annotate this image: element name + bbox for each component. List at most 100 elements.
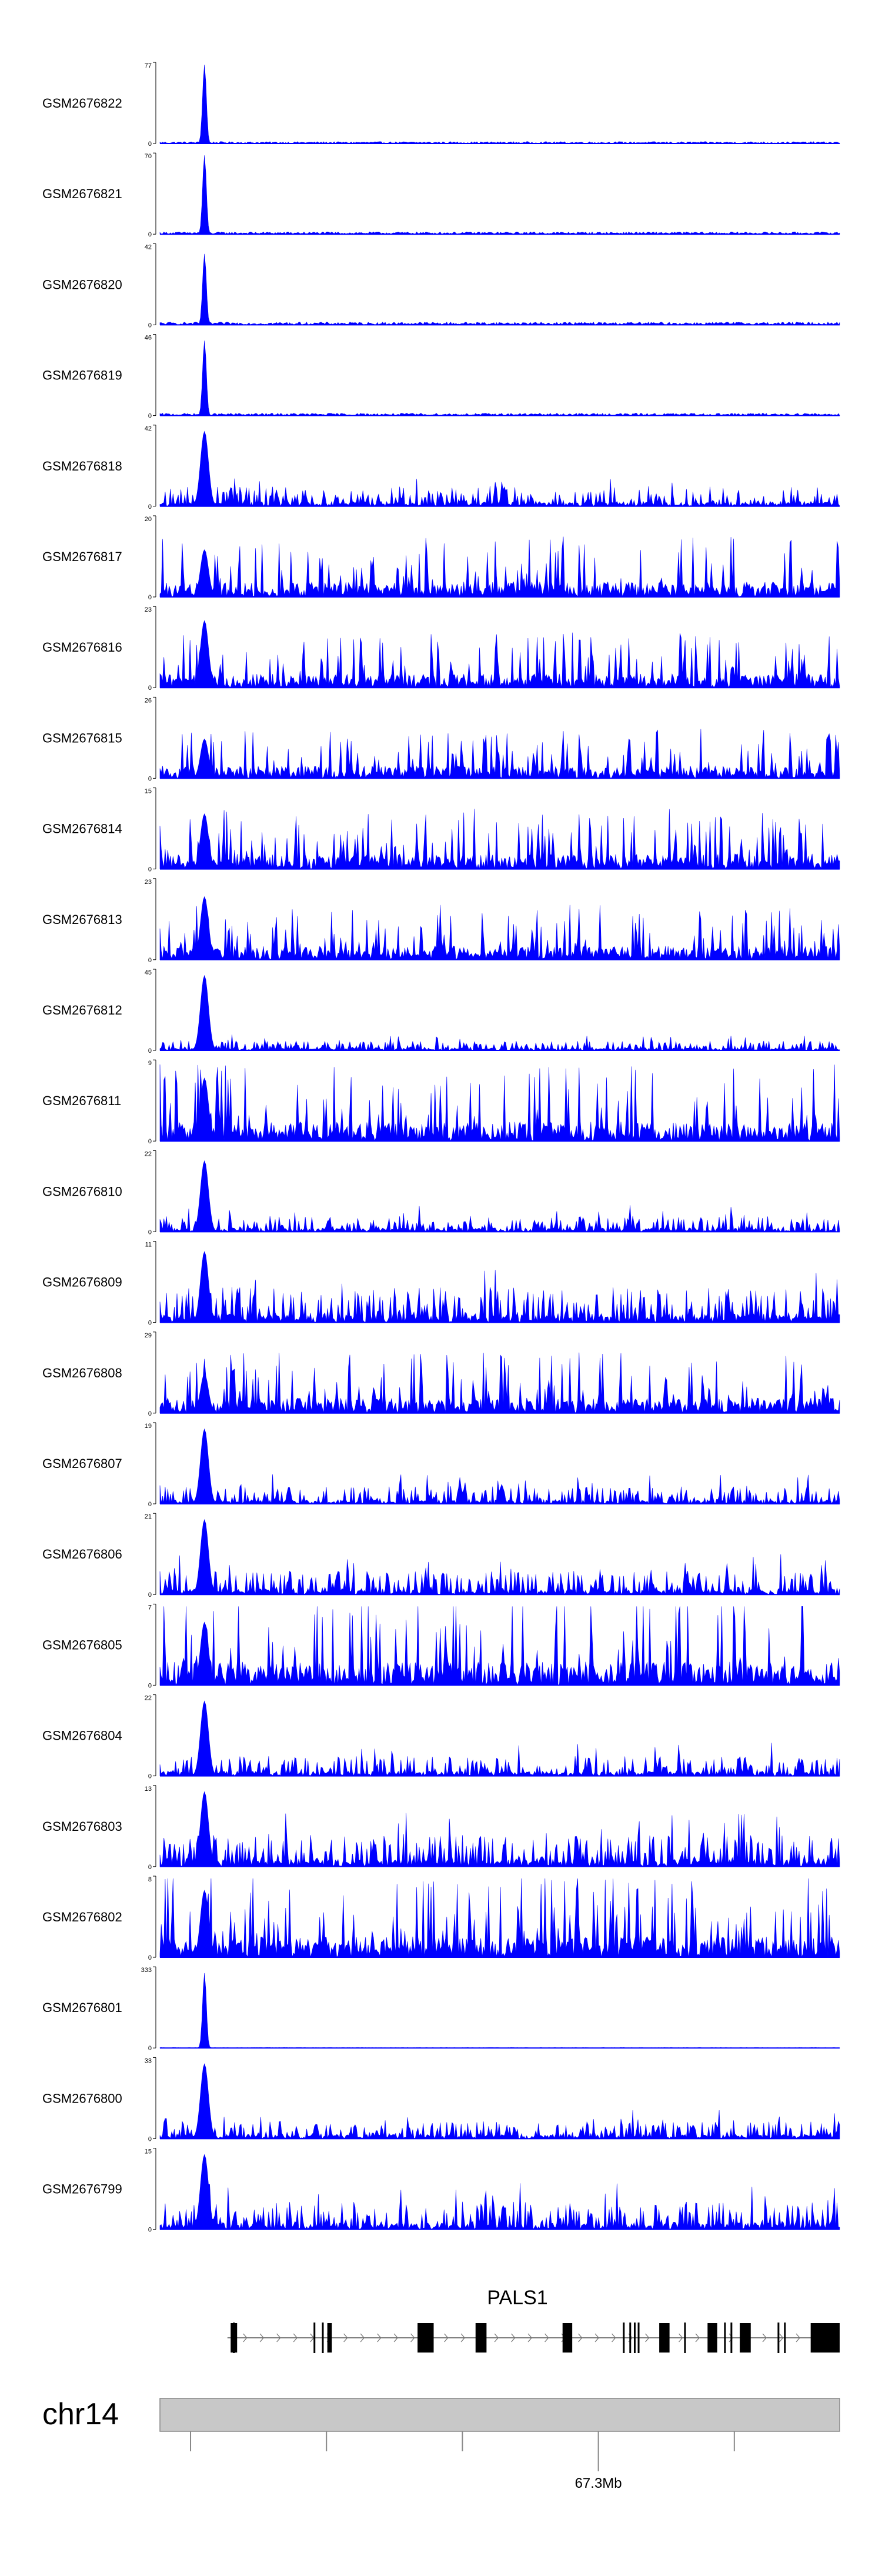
strand-arrow-icon bbox=[444, 2333, 449, 2343]
coverage-area bbox=[159, 1519, 840, 1596]
track-ymax-label: 20 bbox=[145, 516, 152, 523]
track-ymin-label: 0 bbox=[148, 141, 152, 148]
track-label: GSM2676801 bbox=[42, 2000, 122, 2015]
track-ymax-label: 9 bbox=[148, 1060, 152, 1067]
exon-block bbox=[659, 2323, 670, 2353]
track-ymax-label: 45 bbox=[145, 969, 152, 976]
exon-block bbox=[417, 2323, 434, 2353]
chromosome-band bbox=[159, 2398, 840, 2432]
exon-mark bbox=[724, 2323, 726, 2353]
exon-mark bbox=[777, 2323, 780, 2353]
exon-mark bbox=[322, 2323, 324, 2353]
coverage-track: GSM2676810 22 0 bbox=[42, 1150, 840, 1236]
strand-arrow-icon bbox=[594, 2333, 599, 2343]
track-label: GSM2676807 bbox=[42, 1456, 122, 1471]
exon-block bbox=[230, 2323, 238, 2353]
strand-arrow-icon bbox=[511, 2333, 516, 2343]
strand-arrow-icon bbox=[695, 2333, 700, 2343]
exon-mark bbox=[730, 2323, 733, 2353]
track-ymin-label: 0 bbox=[148, 685, 152, 692]
strand-arrow-icon bbox=[343, 2333, 348, 2343]
track-ymin-label: 0 bbox=[148, 231, 152, 238]
exon-block bbox=[707, 2323, 717, 2353]
track-ymax-label: 22 bbox=[145, 1695, 152, 1702]
track-ymax-label: 42 bbox=[145, 243, 152, 251]
exon-mark bbox=[684, 2323, 686, 2353]
coverage-track: GSM2676801 333 0 bbox=[42, 1966, 840, 2052]
track-label: GSM2676803 bbox=[42, 1819, 122, 1834]
exon-block bbox=[562, 2323, 573, 2353]
track-ymin-label: 0 bbox=[148, 1410, 152, 1417]
coverage-area bbox=[159, 1428, 840, 1504]
coverage-track: GSM2676822 77 0 bbox=[42, 62, 840, 148]
track-label: GSM2676802 bbox=[42, 1910, 122, 1924]
coverage-track: GSM2676819 46 0 bbox=[42, 334, 840, 420]
coverage-area bbox=[159, 1352, 840, 1414]
exon-block bbox=[810, 2323, 840, 2353]
strand-arrow-icon bbox=[612, 2333, 616, 2343]
coverage-area bbox=[159, 1251, 840, 1323]
track-ymin-label: 0 bbox=[148, 1320, 152, 1327]
track-ymax-label: 33 bbox=[145, 2057, 152, 2064]
track-label: GSM2676813 bbox=[42, 912, 122, 927]
strand-arrow-icon bbox=[410, 2333, 415, 2343]
strand-arrow-icon bbox=[276, 2333, 281, 2343]
exon-mark bbox=[629, 2323, 632, 2353]
exon-mark bbox=[633, 2323, 636, 2353]
chromosome-label: chr14 bbox=[42, 2397, 119, 2431]
strand-arrow-icon bbox=[243, 2333, 248, 2343]
track-ymin-label: 0 bbox=[148, 594, 152, 601]
strand-arrow-icon bbox=[377, 2333, 382, 2343]
track-ymin-label: 0 bbox=[148, 2227, 152, 2234]
track-ymin-label: 0 bbox=[148, 866, 152, 873]
strand-arrow-icon bbox=[293, 2333, 298, 2343]
coverage-area bbox=[159, 1878, 840, 1958]
coverage-track: GSM2676813 23 0 bbox=[42, 878, 840, 964]
exon-mark bbox=[784, 2323, 786, 2353]
coverage-track: GSM2676806 21 0 bbox=[42, 1513, 840, 1599]
coverage-track: GSM2676802 8 0 bbox=[42, 1876, 840, 1961]
track-label: GSM2676819 bbox=[42, 368, 122, 383]
coverage-area bbox=[159, 1160, 840, 1233]
coverage-area bbox=[159, 1606, 840, 1686]
track-ymax-label: 23 bbox=[145, 606, 152, 613]
coverage-area bbox=[159, 896, 840, 960]
strand-arrow-icon bbox=[360, 2333, 365, 2343]
coverage-area bbox=[159, 2154, 840, 2230]
chromosome-ideogram: chr14 bbox=[42, 2397, 840, 2432]
track-ymin-label: 0 bbox=[148, 1864, 152, 1871]
track-ymin-label: 0 bbox=[148, 1047, 152, 1055]
track-ymax-label: 11 bbox=[145, 1242, 152, 1249]
coverage-tracks: GSM2676822770GSM2676821700GSM2676820420G… bbox=[42, 62, 840, 2234]
coverage-area bbox=[159, 1700, 840, 1777]
strand-arrow-icon bbox=[578, 2333, 583, 2343]
coverage-area bbox=[159, 975, 840, 1051]
coverage-track: GSM2676799 15 0 bbox=[42, 2148, 840, 2234]
track-ymax-label: 26 bbox=[145, 697, 152, 704]
coverage-area bbox=[159, 431, 840, 507]
coverage-area bbox=[159, 64, 840, 144]
coverage-track: GSM2676804 22 0 bbox=[42, 1694, 840, 1780]
coverage-track: GSM2676814 15 0 bbox=[42, 788, 840, 873]
track-ymax-label: 29 bbox=[145, 1332, 152, 1339]
strand-arrow-icon bbox=[494, 2333, 499, 2343]
track-ymax-label: 77 bbox=[145, 62, 152, 69]
coverage-area bbox=[159, 1973, 840, 2048]
track-label: GSM2676799 bbox=[42, 2182, 122, 2197]
track-ymax-label: 21 bbox=[145, 1513, 152, 1520]
track-ymax-label: 19 bbox=[145, 1423, 152, 1430]
exon-block bbox=[475, 2323, 487, 2353]
track-ymax-label: 15 bbox=[145, 2148, 152, 2155]
exon-block bbox=[740, 2323, 751, 2353]
strand-arrow-icon bbox=[393, 2333, 399, 2343]
exon-mark bbox=[623, 2323, 625, 2353]
track-ymax-label: 8 bbox=[148, 1876, 152, 1883]
track-label: GSM2676821 bbox=[42, 186, 122, 201]
track-label: GSM2676808 bbox=[42, 1366, 122, 1380]
coverage-track: GSM2676821 70 0 bbox=[42, 152, 840, 238]
coverage-track: GSM2676816 23 0 bbox=[42, 606, 840, 692]
exon-block bbox=[327, 2323, 332, 2353]
coverage-area bbox=[159, 341, 840, 416]
track-ymax-label: 15 bbox=[145, 788, 152, 795]
